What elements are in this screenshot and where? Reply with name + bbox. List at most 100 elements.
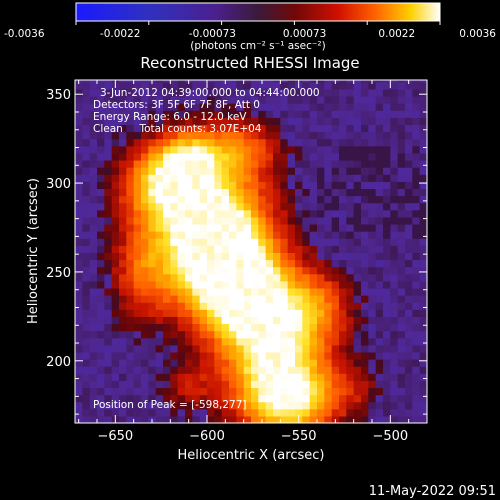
heatmap-pixel: [97, 159, 105, 168]
heatmap-pixel: [221, 202, 230, 211]
heatmap-pixel: [133, 309, 142, 317]
heatmap-pixel: [170, 309, 179, 317]
heatmap-pixel: [383, 174, 391, 182]
heatmap-pixel: [383, 330, 391, 339]
heatmap-pixel: [75, 394, 83, 403]
heatmap-pixel: [346, 124, 355, 133]
heatmap-pixel: [133, 273, 142, 282]
heatmap-pixel: [258, 181, 267, 190]
heatmap-pixel: [302, 124, 311, 133]
heatmap-pixel: [89, 359, 98, 367]
heatmap-pixel: [89, 316, 98, 325]
heatmap-pixel: [141, 110, 149, 118]
heatmap-pixel: [324, 273, 333, 282]
heatmap-pixel: [361, 316, 369, 325]
heatmap-pixel: [368, 280, 377, 289]
heatmap-pixel: [236, 415, 245, 423]
heatmap-pixel: [258, 103, 267, 111]
heatmap-pixel: [104, 110, 113, 118]
heatmap-pixel: [221, 188, 230, 197]
heatmap-pixel: [221, 167, 230, 175]
heatmap-pixel: [339, 408, 347, 417]
heatmap-pixel: [324, 216, 333, 225]
heatmap-pixel: [302, 195, 311, 204]
heatmap-pixel: [170, 245, 179, 253]
heatmap-pixel: [133, 330, 142, 339]
heatmap-pixel: [97, 280, 105, 289]
heatmap-pixel: [419, 110, 427, 118]
heatmap-pixel: [141, 366, 149, 374]
heatmap-pixel: [265, 252, 274, 261]
heatmap-pixel: [280, 408, 289, 417]
heatmap-pixel: [339, 80, 347, 83]
heatmap-pixel: [170, 259, 179, 268]
heatmap-pixel: [251, 295, 259, 303]
heatmap-pixel: [346, 131, 355, 140]
heatmap-pixel: [111, 216, 120, 225]
heatmap-pixel: [324, 373, 333, 381]
heatmap-pixel: [280, 387, 289, 396]
y-tick-label: 200: [46, 355, 71, 370]
heatmap-pixel: [177, 238, 186, 246]
heatmap-pixel: [126, 266, 135, 275]
heatmap-pixel: [309, 295, 318, 303]
heatmap-pixel: [339, 394, 347, 403]
heatmap-pixel: [163, 373, 171, 381]
heatmap-pixel: [412, 145, 421, 154]
heatmap-pixel: [309, 181, 318, 190]
heatmap-pixel: [97, 195, 105, 204]
heatmap-pixel: [199, 95, 208, 104]
heatmap-pixel: [119, 95, 127, 104]
heatmap-pixel: [163, 174, 171, 182]
heatmap-pixel: [170, 188, 179, 197]
heatmap-pixel: [97, 202, 105, 211]
heatmap-pixel: [155, 351, 164, 360]
heatmap-pixel: [287, 273, 296, 282]
heatmap-pixel: [207, 295, 215, 303]
heatmap-pixel: [89, 202, 98, 211]
heatmap-pixel: [185, 337, 193, 346]
heatmap-pixel: [207, 238, 215, 246]
heatmap-pixel: [177, 110, 186, 118]
heatmap-pixel: [405, 238, 413, 246]
heatmap-pixel: [346, 295, 355, 303]
heatmap-pixel: [258, 159, 267, 168]
heatmap-pixel: [405, 295, 413, 303]
heatmap-pixel: [170, 231, 179, 239]
heatmap-pixel: [243, 231, 252, 239]
heatmap-pixel: [229, 188, 237, 197]
heatmap-pixel: [383, 380, 391, 389]
heatmap-pixel: [397, 216, 406, 225]
heatmap-pixel: [104, 138, 113, 147]
heatmap-pixel: [302, 408, 311, 417]
heatmap-pixel: [339, 124, 347, 133]
heatmap-pixel: [236, 81, 245, 90]
heatmap-pixel: [155, 415, 164, 423]
heatmap-pixel: [339, 252, 347, 261]
heatmap-pixel: [287, 252, 296, 261]
heatmap-pixel: [302, 359, 311, 367]
heatmap-pixel: [295, 380, 303, 389]
heatmap-pixel: [287, 408, 296, 417]
heatmap-pixel: [170, 380, 179, 389]
heatmap-pixel: [177, 302, 186, 310]
heatmap-pixel: [97, 181, 105, 190]
heatmap-pixel: [331, 124, 340, 133]
heatmap-pixel: [397, 309, 406, 317]
heatmap-pixel: [331, 188, 340, 197]
heatmap-pixel: [317, 117, 325, 126]
heatmap-pixel: [243, 174, 252, 182]
colorbar-tick-label: 0.0022: [378, 28, 415, 40]
heatmap-pixel: [148, 344, 157, 353]
heatmap-pixel: [295, 117, 303, 126]
heatmap-pixel: [273, 266, 281, 275]
heatmap-pixel: [287, 124, 296, 133]
heatmap-pixel: [412, 238, 421, 246]
heatmap-pixel: [221, 366, 230, 374]
heatmap-pixel: [295, 259, 303, 268]
heatmap-pixel: [148, 131, 157, 140]
heatmap-pixel: [375, 223, 384, 232]
heatmap-pixel: [309, 223, 318, 232]
heatmap-pixel: [243, 252, 252, 261]
heatmap-pixel: [155, 316, 164, 325]
